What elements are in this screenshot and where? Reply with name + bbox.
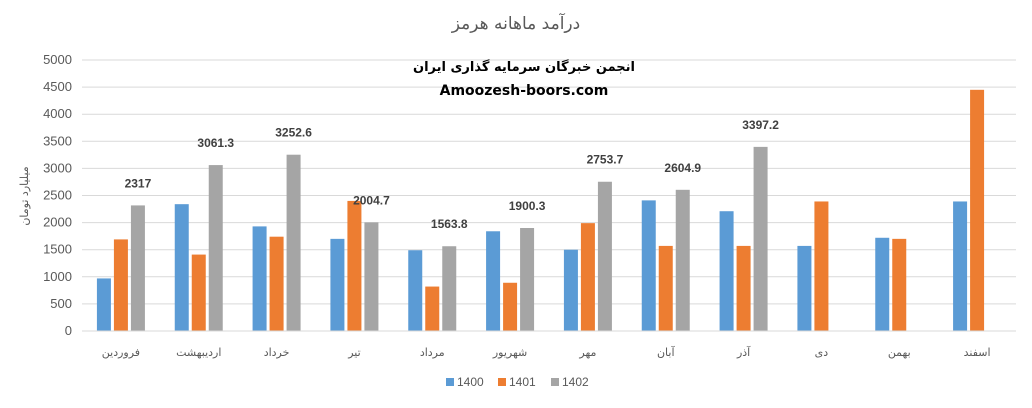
y-tick-label: 3000 <box>43 160 72 175</box>
data-label: 1900.3 <box>509 199 546 213</box>
x-axis-ticks: فروردین اردیبهشت خرداد تیر مرداد شهریور مهر آبا… <box>102 345 991 359</box>
data-label: 3061.3 <box>197 136 234 150</box>
bars <box>96 89 985 331</box>
bar-1400 <box>797 245 812 331</box>
legend-swatch <box>446 378 454 386</box>
x-tick-label: اسفند <box>964 346 991 359</box>
bar-1402 <box>520 228 535 331</box>
bar-1401 <box>658 245 673 331</box>
bar-1401 <box>892 238 907 331</box>
y-axis-ticks: 0 500 1000 1500 2000 2500 3000 3500 4000 4500 5000 <box>43 52 72 338</box>
bar-1401 <box>970 89 985 331</box>
x-tick-label: دی <box>815 346 829 359</box>
bar-1400 <box>174 204 189 331</box>
bar-1400 <box>486 231 501 331</box>
watermark-url: Amoozesh-boors.com <box>440 83 609 99</box>
x-tick-label: تیر <box>347 346 360 359</box>
bar-1401 <box>580 223 595 331</box>
bar-1400 <box>953 201 968 331</box>
legend-swatch <box>498 378 506 386</box>
legend-label: 1400 <box>457 375 484 389</box>
data-label: 2753.7 <box>587 153 624 167</box>
bar-1402 <box>130 205 145 331</box>
bar-1400 <box>563 249 578 331</box>
legend-label: 1402 <box>562 375 589 389</box>
x-tick-label: شهریور <box>492 346 527 359</box>
bar-1400 <box>875 237 890 331</box>
x-tick-label: بهمن <box>888 346 911 359</box>
x-tick-label: فروردین <box>102 346 140 359</box>
x-tick-label: آبان <box>657 345 675 359</box>
y-tick-label: 2500 <box>43 188 72 203</box>
bar-1402 <box>442 246 457 331</box>
legend-label: 1401 <box>509 375 536 389</box>
bar-1401 <box>347 200 362 331</box>
y-tick-label: 1000 <box>43 269 72 284</box>
chart-title: درآمد ماهانه هرمز <box>451 12 580 34</box>
legend-swatch <box>551 378 559 386</box>
y-tick-label: 1500 <box>43 242 72 257</box>
y-tick-label: 4000 <box>43 106 72 121</box>
y-axis-label: میلیارد تومان <box>18 166 31 225</box>
bar-1402 <box>675 189 690 331</box>
data-label: 3397.2 <box>742 118 779 132</box>
data-label: 1563.8 <box>431 217 468 231</box>
y-tick-label: 2000 <box>43 215 72 230</box>
x-tick-label: مرداد <box>420 346 445 359</box>
bar-1400 <box>719 211 734 331</box>
bar-1402 <box>208 165 223 331</box>
bar-1401 <box>503 282 518 331</box>
gridlines <box>82 59 1016 305</box>
bar-1400 <box>641 200 656 331</box>
bar-1400 <box>408 250 423 331</box>
data-label: 2604.9 <box>664 161 701 175</box>
bar-1400 <box>330 238 345 331</box>
y-tick-label: 4500 <box>43 79 72 94</box>
bar-1401 <box>736 245 751 331</box>
y-tick-label: 500 <box>50 296 72 311</box>
bar-1400 <box>96 278 111 331</box>
bar-1402 <box>286 154 301 331</box>
bar-1402 <box>597 181 612 331</box>
watermark-persian: انجمن خبرگان سرمایه گذاری ایران <box>413 59 635 75</box>
x-tick-label: خرداد <box>264 346 290 359</box>
bar-1401 <box>191 254 206 331</box>
bar-1402 <box>364 222 379 331</box>
bar-1401 <box>113 239 128 331</box>
data-label: 3252.6 <box>275 126 312 140</box>
bar-1401 <box>425 286 440 331</box>
legend: 1400 1401 1402 <box>446 375 589 389</box>
y-tick-label: 5000 <box>43 52 72 67</box>
bar-1401 <box>814 201 829 331</box>
x-tick-label: اردیبهشت <box>176 346 221 359</box>
y-tick-label: 0 <box>65 323 72 338</box>
x-tick-label: مهر <box>578 346 596 359</box>
x-tick-label: آذر <box>736 345 751 359</box>
bar-1401 <box>269 236 284 331</box>
data-label: 2317 <box>125 176 152 190</box>
bar-1400 <box>252 226 267 331</box>
data-labels: 2317 3061.3 3252.6 2004.7 1563.8 1900.3 2753.7… <box>125 118 780 231</box>
bar-1402 <box>753 146 768 331</box>
data-label: 2004.7 <box>353 193 390 207</box>
y-tick-label: 3500 <box>43 133 72 148</box>
